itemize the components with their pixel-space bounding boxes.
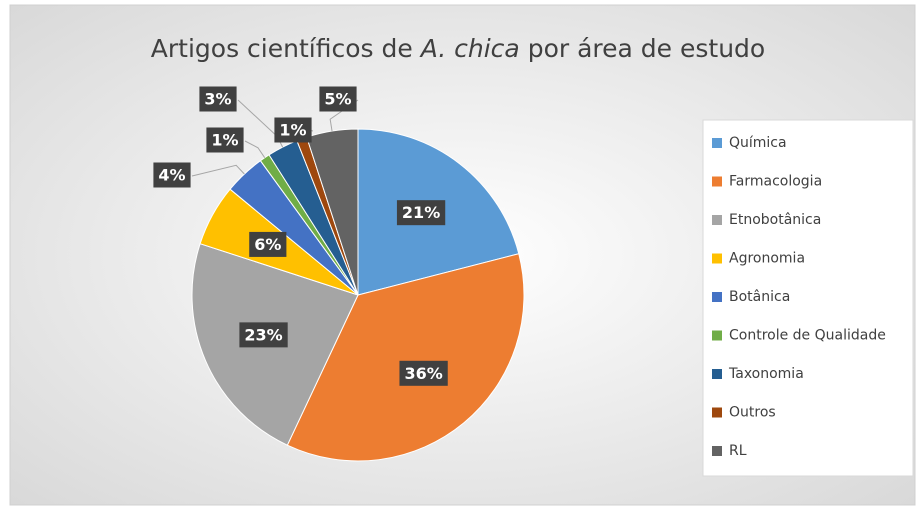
legend-label: Farmacologia — [729, 174, 822, 190]
data-label: 23% — [244, 325, 282, 344]
label-box — [239, 322, 288, 348]
data-label: 1% — [279, 121, 306, 140]
label-box — [153, 162, 191, 188]
legend-swatch — [712, 330, 722, 341]
legend-label: Controle de Qualidade — [729, 328, 886, 344]
leader-line — [191, 164, 245, 177]
label-box — [396, 200, 446, 226]
legend-swatch — [712, 176, 722, 187]
data-label: 36% — [404, 364, 442, 383]
label-box — [199, 86, 237, 112]
label-box — [399, 360, 448, 386]
label-box — [319, 86, 357, 112]
legend-label: Outros — [729, 405, 776, 421]
legend-swatch — [712, 407, 722, 418]
leader-line — [244, 140, 266, 158]
legend-label: Etnobotânica — [729, 212, 821, 228]
legend-label: Química — [729, 135, 787, 151]
data-label: 21% — [402, 203, 440, 222]
data-label: 5% — [324, 90, 351, 109]
label-box — [249, 231, 287, 257]
legend-label: RL — [729, 443, 747, 459]
legend-label: Agronomia — [729, 251, 805, 267]
legend-swatch — [712, 369, 722, 379]
legend-swatch — [712, 446, 722, 456]
title-part: por área de estudo — [528, 34, 766, 63]
data-label: 6% — [254, 235, 281, 254]
label-box — [274, 117, 312, 143]
title-part: A. chica — [419, 34, 520, 63]
data-label: 4% — [158, 166, 185, 185]
legend-swatch — [712, 138, 722, 148]
legend-label: Taxonomia — [728, 366, 804, 382]
label-box — [206, 127, 244, 153]
pie-slice — [286, 253, 525, 462]
legend-swatch — [712, 292, 722, 302]
chart-title: Artigos científicos de A. chica por área… — [151, 34, 765, 63]
legend-swatch — [712, 215, 722, 225]
legend-box — [702, 119, 914, 477]
title-part: Artigos científicos de — [151, 34, 413, 63]
data-label: 1% — [211, 131, 238, 150]
legend-label: Botânica — [729, 289, 790, 305]
data-label: 3% — [204, 90, 231, 109]
legend-swatch — [712, 253, 722, 264]
